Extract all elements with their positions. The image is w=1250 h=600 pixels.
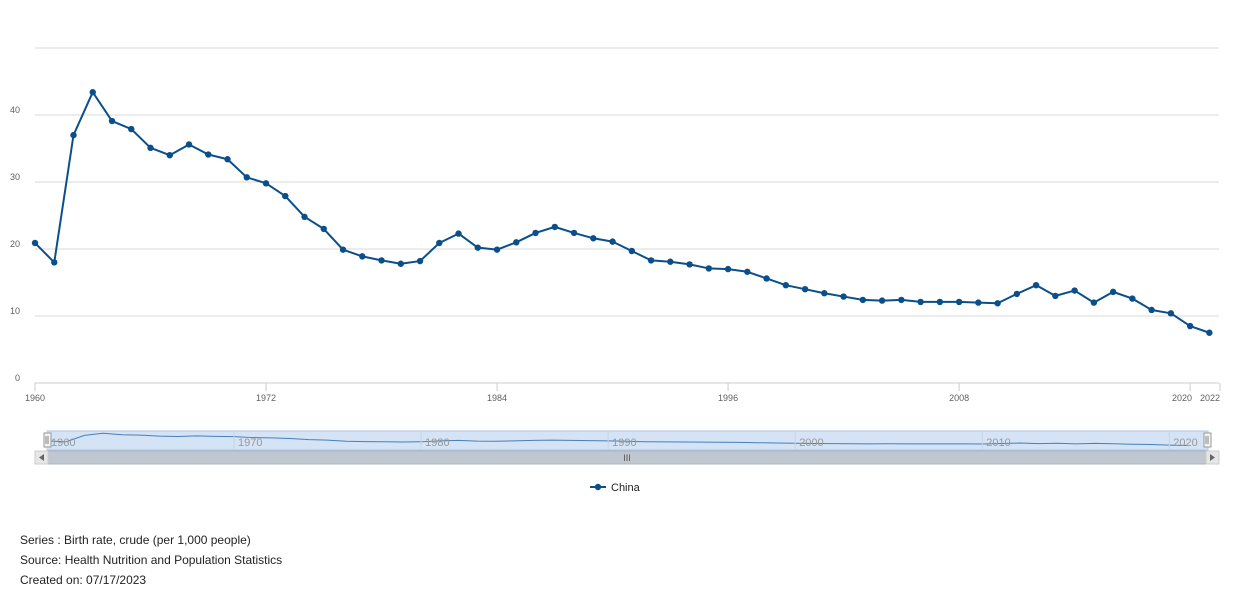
x-tick-label: 2008 (949, 393, 969, 403)
x-tick-label: 2020 (1172, 393, 1192, 403)
y-tick-label: 0 (15, 373, 20, 383)
data-point[interactable] (1206, 329, 1213, 336)
range-navigator[interactable]: 1960 1970 1980 1990 2000 2010 2020 III (34, 430, 1220, 465)
arrow-right-icon (1210, 454, 1215, 461)
navigator-label: 1980 (425, 437, 449, 449)
data-point[interactable] (31, 239, 39, 247)
data-point[interactable] (320, 225, 327, 233)
y-tick-label: 10 (10, 306, 20, 316)
data-point[interactable] (590, 235, 597, 242)
navigator-label: 1970 (238, 437, 262, 449)
y-tick-label: 20 (10, 239, 20, 249)
data-point[interactable] (493, 246, 501, 253)
data-point[interactable] (570, 229, 578, 237)
data-point[interactable] (821, 290, 828, 297)
data-point[interactable] (878, 297, 886, 304)
data-point[interactable] (339, 246, 347, 253)
data-point[interactable] (1071, 287, 1078, 294)
data-point[interactable] (243, 174, 250, 181)
data-point[interactable] (763, 275, 770, 282)
series-china[interactable] (31, 89, 1213, 336)
data-point[interactable] (70, 131, 77, 139)
navigator-label: 2020 (1173, 437, 1197, 449)
data-point[interactable] (1186, 322, 1194, 330)
data-point[interactable] (108, 117, 116, 125)
navigator-label: 1990 (612, 437, 636, 449)
data-point[interactable] (859, 296, 867, 304)
data-point[interactable] (1052, 292, 1059, 300)
data-point[interactable] (166, 152, 173, 159)
data-point[interactable] (436, 239, 443, 247)
data-point[interactable] (917, 298, 924, 306)
data-point[interactable] (185, 141, 193, 148)
x-axis: 1960 1972 1984 1996 2008 2020 2022 (25, 382, 1221, 403)
data-point[interactable] (474, 244, 481, 251)
x-tick-label: 1984 (487, 393, 507, 403)
data-point[interactable] (609, 238, 616, 245)
data-point[interactable] (205, 151, 212, 158)
legend[interactable]: China (590, 482, 641, 494)
data-point[interactable] (224, 156, 231, 163)
data-point[interactable] (51, 259, 58, 266)
data-point[interactable] (513, 239, 520, 246)
data-point[interactable] (89, 89, 96, 96)
data-point[interactable] (128, 125, 135, 133)
data-point[interactable] (378, 257, 385, 264)
data-point[interactable] (898, 296, 905, 304)
data-point[interactable] (936, 298, 944, 306)
data-point[interactable] (667, 258, 674, 265)
data-point[interactable] (955, 298, 963, 306)
data-point[interactable] (724, 265, 732, 273)
footer-created: Created on: 07/17/2023 (20, 573, 147, 587)
x-tick-label: 1996 (718, 393, 738, 403)
data-point[interactable] (282, 192, 289, 200)
data-point[interactable] (782, 281, 790, 289)
data-point[interactable] (147, 144, 154, 152)
data-point[interactable] (359, 253, 366, 260)
data-point[interactable] (628, 247, 636, 255)
data-point[interactable] (455, 230, 462, 237)
footer-source: Source: Health Nutrition and Population … (20, 553, 283, 567)
y-tick-label: 30 (10, 172, 20, 182)
series-line-china[interactable] (34, 91, 1210, 334)
navigator-series (46, 432, 1189, 446)
data-point[interactable] (705, 265, 713, 272)
data-point[interactable] (301, 213, 308, 221)
data-point[interactable] (416, 257, 424, 265)
x-tick-label: 1960 (25, 393, 45, 403)
data-point[interactable] (801, 286, 809, 293)
data-point[interactable] (975, 299, 982, 306)
data-point[interactable] (262, 180, 270, 187)
data-point[interactable] (840, 293, 847, 300)
data-point[interactable] (1148, 306, 1155, 314)
data-point[interactable] (647, 257, 655, 264)
data-point[interactable] (397, 260, 404, 267)
data-point[interactable] (1032, 281, 1040, 289)
data-point[interactable] (1167, 310, 1175, 317)
footer-series: Series : Birth rate, crude (per 1,000 pe… (20, 533, 251, 547)
legend-marker-china (594, 483, 602, 491)
data-point[interactable] (551, 223, 559, 231)
data-point[interactable] (686, 261, 693, 268)
legend-label-china[interactable]: China (611, 482, 641, 494)
navigator-label: 2010 (986, 437, 1010, 449)
data-point[interactable] (744, 268, 751, 275)
data-point[interactable] (532, 229, 539, 237)
grid-lines (35, 47, 1219, 317)
x-tick-label: 2022 (1200, 393, 1220, 403)
data-point[interactable] (1090, 299, 1098, 306)
x-tick-label: 1972 (256, 393, 276, 403)
data-point[interactable] (994, 300, 1001, 307)
y-tick-label: 40 (10, 105, 20, 115)
scrollbar-grip: III (623, 453, 631, 463)
navigator-label: 1960 (51, 437, 75, 449)
y-axis-ticks: 0 10 20 30 40 (10, 105, 20, 383)
navigator-label: 2000 (799, 437, 823, 449)
arrow-left-icon (39, 454, 44, 461)
data-point[interactable] (1013, 290, 1021, 298)
data-point[interactable] (1129, 295, 1136, 302)
data-point[interactable] (1109, 288, 1117, 296)
